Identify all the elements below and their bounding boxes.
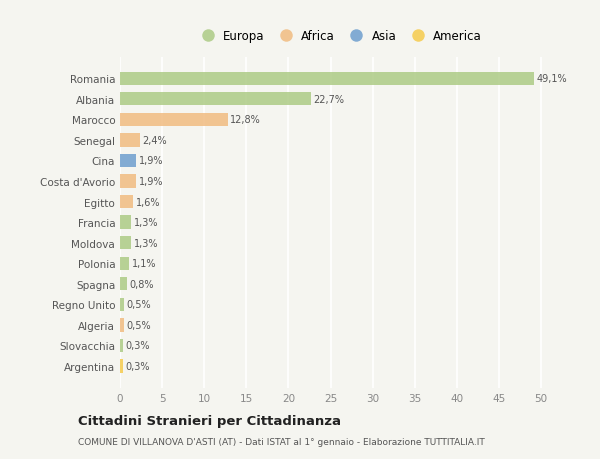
Text: 22,7%: 22,7% [314,95,345,105]
Text: 1,6%: 1,6% [136,197,161,207]
Bar [120,134,140,147]
Text: COMUNE DI VILLANOVA D'ASTI (AT) - Dati ISTAT al 1° gennaio - Elaborazione TUTTIT: COMUNE DI VILLANOVA D'ASTI (AT) - Dati I… [78,437,485,446]
Text: 1,9%: 1,9% [139,156,163,166]
Text: 2,4%: 2,4% [143,135,167,146]
Bar [120,257,129,270]
Bar [120,196,133,209]
Text: 1,3%: 1,3% [133,238,158,248]
Text: Cittadini Stranieri per Cittadinanza: Cittadini Stranieri per Cittadinanza [78,414,341,428]
Bar [120,93,311,106]
Text: 1,9%: 1,9% [139,177,163,187]
Bar [120,236,131,250]
Text: 12,8%: 12,8% [230,115,261,125]
Text: 0,3%: 0,3% [125,341,149,351]
Bar [120,73,533,86]
Bar [120,154,136,168]
Bar [120,359,122,373]
Text: 0,5%: 0,5% [127,320,151,330]
Text: 1,3%: 1,3% [133,218,158,228]
Bar [120,339,122,353]
Legend: Europa, Africa, Asia, America: Europa, Africa, Asia, America [196,30,482,43]
Bar [120,278,127,291]
Bar [120,216,131,230]
Text: 1,1%: 1,1% [132,258,156,269]
Bar [120,319,124,332]
Text: 0,5%: 0,5% [127,300,151,310]
Text: 49,1%: 49,1% [536,74,567,84]
Bar [120,298,124,311]
Text: 0,8%: 0,8% [129,279,154,289]
Bar [120,175,136,188]
Text: 0,3%: 0,3% [125,361,149,371]
Bar [120,113,228,127]
